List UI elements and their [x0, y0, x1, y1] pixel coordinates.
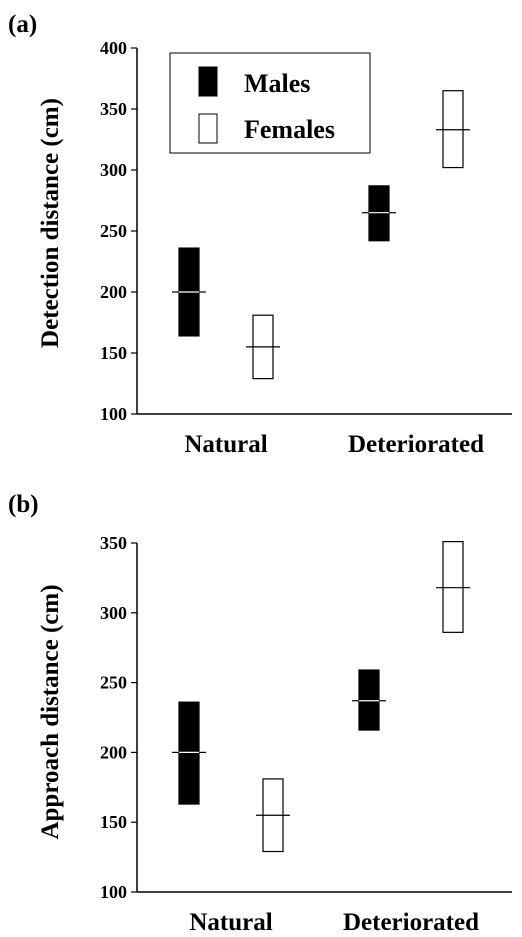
range-bar-females-deteriorated: [442, 541, 464, 633]
y-tick-label: 300: [100, 160, 127, 180]
range-bar-males-deteriorated: [358, 669, 380, 731]
y-tick-label: 200: [100, 742, 127, 762]
legend: Males Females: [169, 52, 371, 154]
panel-b-marks: [172, 541, 470, 853]
panel-b-axes: [136, 543, 512, 893]
legend-label-females: Females: [244, 115, 335, 144]
y-tick-label: 250: [100, 221, 127, 241]
y-tick-label: 350: [100, 99, 127, 119]
panel-a-y-axis-label: Detection distance (cm): [37, 98, 64, 348]
category-label: Natural: [184, 431, 267, 458]
panel-b-y-axis-label: Approach distance (cm): [37, 584, 64, 839]
y-tick-label: 250: [100, 673, 127, 693]
category-label: Deteriorated: [348, 431, 484, 458]
y-tick-label: 200: [100, 282, 127, 302]
legend-swatch-males: [198, 66, 218, 97]
y-tick-label: 300: [100, 603, 127, 623]
category-label: Deteriorated: [343, 909, 479, 936]
panel-a-marks: [172, 90, 470, 380]
panel-b: (b) Approach distance (cm) 100 150 200 250 3…: [8, 491, 512, 936]
panel-a-label: (a): [8, 11, 37, 38]
legend-label-males: Males: [244, 69, 310, 98]
y-tick-label: 150: [100, 343, 127, 363]
panel-a: (a) Detection distance (cm) 100 150 200 250…: [8, 11, 512, 458]
panel-a-category-labels: Natural Deteriorated: [184, 431, 484, 458]
y-tick-label: 400: [100, 38, 127, 58]
panel-b-label: (b): [8, 491, 39, 518]
y-tick-label: 150: [100, 812, 127, 832]
y-tick-label: 350: [100, 533, 127, 553]
legend-swatch-females: [198, 113, 218, 144]
y-tick-label: 100: [100, 882, 127, 902]
y-tick-label: 100: [100, 404, 127, 424]
panel-b-category-labels: Natural Deteriorated: [189, 909, 479, 936]
range-bar-females-deteriorated: [442, 90, 464, 169]
range-bar-males-natural: [178, 701, 200, 805]
panel-a-y-ticks: 100 150 200 250 300 350 400: [100, 38, 137, 424]
range-bar-males-deteriorated: [368, 185, 390, 242]
panel-b-y-ticks: 100 150 200 250 300 350: [100, 533, 137, 902]
category-label: Natural: [189, 909, 272, 936]
